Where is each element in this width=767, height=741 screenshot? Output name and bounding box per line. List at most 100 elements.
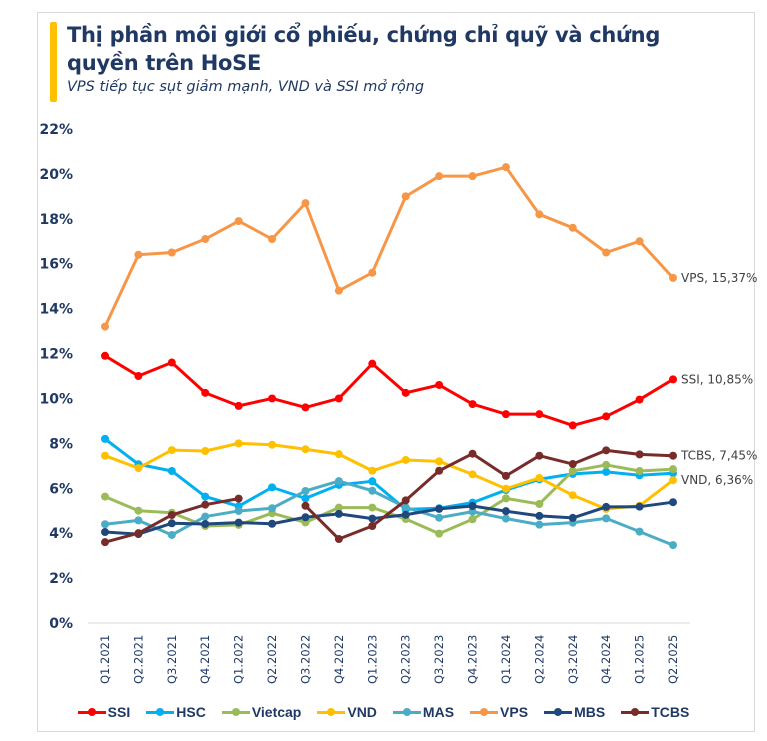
legend-swatch xyxy=(317,707,346,716)
legend-item-tcbs: TCBS xyxy=(621,704,689,720)
data-point xyxy=(268,394,277,403)
series-line xyxy=(103,165,675,328)
data-point xyxy=(435,457,444,466)
y-tick-label: 0% xyxy=(49,616,73,632)
end-label-ssi: SSI, 10,85% xyxy=(681,372,753,386)
series-vnd xyxy=(101,439,677,513)
data-point xyxy=(669,541,677,550)
data-point xyxy=(468,515,477,524)
data-point xyxy=(401,496,410,505)
y-tick-label: 12% xyxy=(39,347,73,363)
end-label-vnd: VND, 6,36% xyxy=(681,473,753,487)
legend-label: HSC xyxy=(176,704,206,720)
y-tick-label: 8% xyxy=(49,436,73,452)
data-point xyxy=(635,466,644,475)
legend-item-mbs: MBS xyxy=(544,704,605,720)
y-tick-label: 18% xyxy=(39,212,73,228)
data-point xyxy=(301,501,310,510)
x-tick-label: Q1.2025 xyxy=(633,635,647,684)
legend-swatch xyxy=(77,707,106,716)
data-point xyxy=(635,237,644,246)
data-point xyxy=(167,530,176,539)
data-point xyxy=(201,388,210,397)
data-point xyxy=(635,527,644,536)
data-point xyxy=(401,388,410,397)
x-tick-label: Q1.2024 xyxy=(499,635,513,684)
data-point xyxy=(368,477,377,486)
series-line xyxy=(104,437,674,511)
legend-swatch xyxy=(221,707,250,716)
data-point xyxy=(602,514,611,523)
legend-label: TCBS xyxy=(651,704,690,720)
data-point xyxy=(301,513,310,522)
data-point xyxy=(167,510,176,519)
data-point xyxy=(301,445,310,454)
data-point xyxy=(435,380,444,389)
data-point xyxy=(501,471,510,480)
data-point xyxy=(234,518,243,527)
data-point xyxy=(167,358,176,367)
legend-swatch xyxy=(392,707,421,716)
data-point xyxy=(669,498,677,507)
data-point xyxy=(401,455,410,464)
data-point xyxy=(101,322,109,331)
data-point xyxy=(468,449,477,458)
data-point xyxy=(669,451,677,460)
series-layer xyxy=(101,163,677,550)
data-point xyxy=(435,172,444,181)
data-point xyxy=(468,470,477,479)
chart-subtitle: VPS tiếp tục sụt giảm mạnh, VND và SSI m… xyxy=(67,79,425,95)
data-point xyxy=(435,466,444,475)
x-tick-label: Q1.2021 xyxy=(98,635,112,684)
legend-label: VPS xyxy=(500,704,529,720)
data-point xyxy=(669,273,677,282)
data-point xyxy=(535,499,544,508)
data-point xyxy=(301,403,310,412)
y-tick-label: 10% xyxy=(39,391,73,407)
data-point xyxy=(368,466,377,475)
data-point xyxy=(201,446,210,455)
legend-label: VND xyxy=(347,704,377,720)
chart-frame xyxy=(37,12,755,732)
data-point xyxy=(501,507,510,516)
x-tick-label: Q4.2023 xyxy=(466,635,480,684)
y-tick-label: 20% xyxy=(39,167,73,183)
x-tick-label: Q2.2021 xyxy=(131,635,145,684)
legend-item-vnd: VND xyxy=(317,704,377,720)
data-point xyxy=(535,410,544,419)
legend-item-ssi: SSI xyxy=(77,704,130,720)
end-label-vps: VPS, 15,37% xyxy=(681,271,757,285)
data-point xyxy=(201,235,210,244)
data-point xyxy=(535,511,544,520)
y-axis: 0% 2% 4% 6% 8% 10% 12% 14% 16% 18% 20% 22% xyxy=(39,122,73,632)
legend-label: MAS xyxy=(422,704,455,720)
data-point xyxy=(535,520,544,529)
data-point xyxy=(134,464,143,473)
x-tick-label: Q3.2024 xyxy=(566,635,580,684)
data-point xyxy=(501,514,510,523)
x-tick-label: Q4.2022 xyxy=(332,635,346,684)
data-point xyxy=(268,440,277,449)
x-axis: Q1.2021 Q2.2021 Q3.2021 Q4.2021 Q1.2022 Q2.20… xyxy=(98,635,680,684)
data-point xyxy=(435,504,444,513)
legend-item-vps: VPS xyxy=(470,704,528,720)
x-tick-label: Q3.2023 xyxy=(432,635,446,684)
data-point xyxy=(101,451,109,460)
data-point xyxy=(234,506,243,515)
legend-swatch xyxy=(146,707,175,716)
legend-item-mas: MAS xyxy=(392,704,455,720)
data-point xyxy=(334,509,343,518)
x-tick-label: Q1.2023 xyxy=(365,635,379,684)
data-point xyxy=(268,483,277,492)
x-tick-label: Q4.2021 xyxy=(198,635,212,684)
data-point xyxy=(602,467,611,476)
data-point xyxy=(268,519,277,528)
series-line xyxy=(104,441,674,511)
chart-legend: SSI HSC Vietcap VND MAS VPS MBS TCBS xyxy=(0,702,767,722)
y-tick-label: 4% xyxy=(49,526,73,542)
data-point xyxy=(535,473,544,482)
data-point xyxy=(234,401,243,410)
data-point xyxy=(468,400,477,409)
data-point xyxy=(568,513,577,522)
